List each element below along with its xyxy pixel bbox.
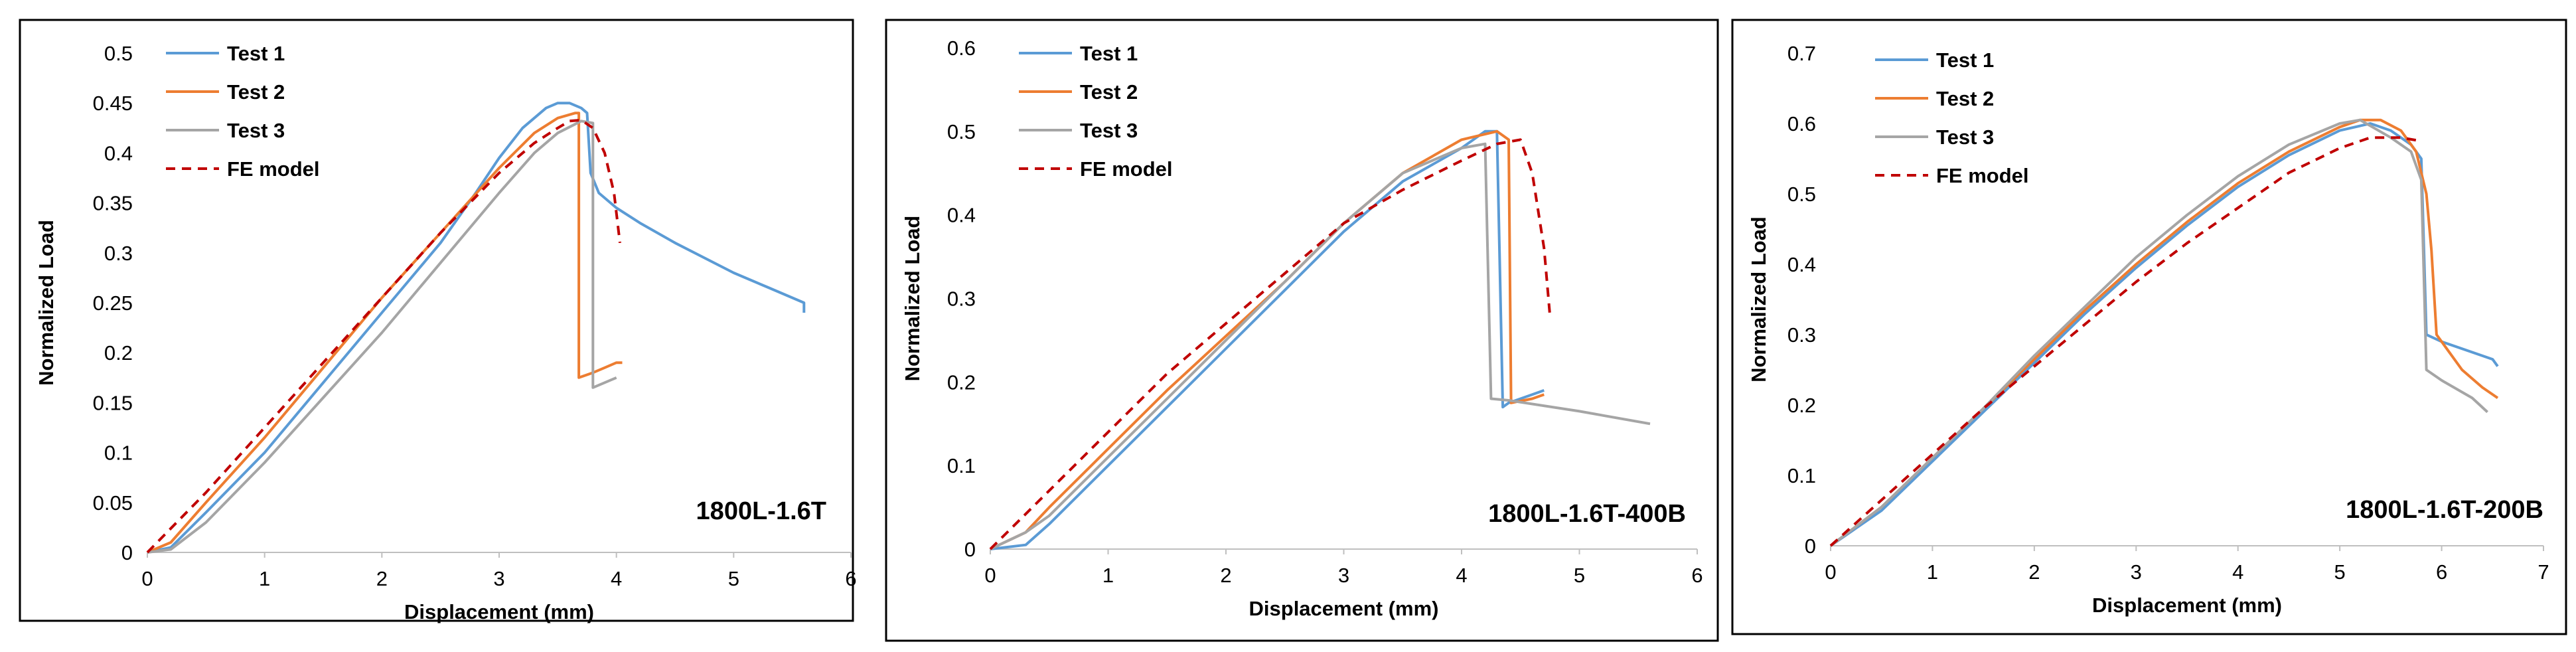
legend-label: FE model xyxy=(227,157,320,181)
legend-label: FE model xyxy=(1080,157,1173,181)
y-tick-label: 0.5 xyxy=(947,120,976,143)
x-tick-label: 7 xyxy=(2538,560,2549,584)
chart-panel-3: 0 0.1 0.2 0.3 0.4 0.5 0.6 0.7 0 1 2 3 4 5 6 7 Displaceme… xyxy=(1731,19,2567,635)
y-axis-label: Normalized Load xyxy=(35,220,58,386)
chart-panel-1: 0 0.05 0.1 0.15 0.2 0.25 0.3 0.35 0.4 0.45 0.5 0 1 2 3… xyxy=(19,19,857,623)
series-line-fe-model xyxy=(1829,136,2422,547)
chart-frame xyxy=(19,19,854,622)
y-tick-label: 0.6 xyxy=(947,37,976,60)
y-tick-label: 0.5 xyxy=(104,42,133,65)
series-line-test-3 xyxy=(147,120,617,554)
legend-label: Test 1 xyxy=(1936,48,1994,72)
x-tick-label: 1 xyxy=(1102,564,1114,587)
y-tick-label: 0.5 xyxy=(1787,183,1816,206)
y-tick-label: 0.4 xyxy=(1787,253,1816,276)
y-tick-label: 0.45 xyxy=(93,92,133,115)
x-tick-label: 2 xyxy=(1220,564,1231,587)
x-axis-label: Displacement (mm) xyxy=(1249,597,1439,620)
specimen-annotation: 1800L-1.6T xyxy=(696,497,826,525)
x-tick-label: 5 xyxy=(2334,560,2346,584)
y-tick-label: 0.7 xyxy=(1787,42,1816,65)
y-axis-label: Normalized Load xyxy=(901,216,924,382)
x-tick-label: 4 xyxy=(2232,560,2243,584)
x-tick-label: 6 xyxy=(845,567,856,590)
legend-label: Test 3 xyxy=(1936,125,1994,149)
x-tick-label: 2 xyxy=(376,567,388,590)
series-line-fe-model xyxy=(989,138,1552,550)
series-line-test-1 xyxy=(147,102,806,554)
x-tick-label: 3 xyxy=(2131,560,2142,584)
y-tick-label: 0.3 xyxy=(947,287,976,311)
series-line-test-2 xyxy=(147,112,623,554)
y-tick-label: 0.4 xyxy=(947,204,976,227)
y-tick-label: 0.2 xyxy=(1787,394,1816,417)
y-tick-label: 0.05 xyxy=(93,491,133,515)
y-tick-label: 0.3 xyxy=(104,242,133,265)
x-tick-label: 3 xyxy=(493,567,504,590)
series-line-test-1 xyxy=(1829,122,2499,547)
y-tick-label: 0 xyxy=(964,538,976,561)
chart-panel-2: 0 0.1 0.2 0.3 0.4 0.5 0.6 0 1 2 3 4 5 6 Displacement (… xyxy=(885,19,1719,642)
legend-label: Test 2 xyxy=(1936,87,1994,110)
x-tick-label: 6 xyxy=(2436,560,2447,584)
x-axis-label: Displacement (mm) xyxy=(404,600,594,623)
chart-frame xyxy=(1731,19,2567,635)
legend-label: Test 2 xyxy=(1080,80,1138,104)
y-tick-label: 0.15 xyxy=(93,391,133,414)
x-tick-label: 4 xyxy=(1456,564,1467,587)
legend-label: Test 3 xyxy=(227,119,285,142)
legend-label: Test 2 xyxy=(227,80,285,104)
x-tick-label: 0 xyxy=(1825,560,1836,584)
x-tick-label: 0 xyxy=(984,564,996,587)
y-tick-label: 0.1 xyxy=(947,454,976,477)
y-tick-label: 0.1 xyxy=(104,442,133,465)
series-line-test-3 xyxy=(1829,118,2488,547)
x-tick-label: 4 xyxy=(611,567,622,590)
y-tick-label: 0.1 xyxy=(1787,464,1816,487)
x-tick-label: 2 xyxy=(2028,560,2040,584)
y-tick-label: 0.4 xyxy=(104,141,133,165)
y-tick-label: 0.3 xyxy=(1787,323,1816,347)
x-tick-label: 1 xyxy=(259,567,270,590)
y-tick-label: 0.6 xyxy=(1787,112,1816,135)
y-axis-label: Normalized Load xyxy=(1747,216,1770,382)
series-line-fe-model xyxy=(146,118,621,554)
x-tick-label: 1 xyxy=(1927,560,1938,584)
y-tick-label: 0.25 xyxy=(93,291,133,315)
y-tick-label: 0 xyxy=(121,541,133,564)
y-tick-label: 0.35 xyxy=(93,192,133,215)
specimen-annotation: 1800L-1.6T-400B xyxy=(1488,500,1686,528)
x-tick-label: 0 xyxy=(141,567,153,590)
y-tick-label: 0.2 xyxy=(947,370,976,394)
y-tick-label: 0 xyxy=(1805,534,1816,558)
specimen-annotation: 1800L-1.6T-200B xyxy=(2346,496,2543,524)
chart-frame xyxy=(885,19,1719,642)
legend-label: Test 3 xyxy=(1080,119,1138,142)
legend-label: Test 1 xyxy=(227,42,285,65)
y-tick-label: 0.2 xyxy=(104,341,133,365)
legend-label: Test 1 xyxy=(1080,42,1138,65)
legend-label: FE model xyxy=(1936,164,2029,187)
x-tick-label: 5 xyxy=(728,567,739,590)
x-tick-label: 3 xyxy=(1338,564,1349,587)
x-axis-label: Displacement (mm) xyxy=(2092,594,2282,617)
x-tick-label: 6 xyxy=(1691,564,1703,587)
x-tick-label: 5 xyxy=(1574,564,1585,587)
